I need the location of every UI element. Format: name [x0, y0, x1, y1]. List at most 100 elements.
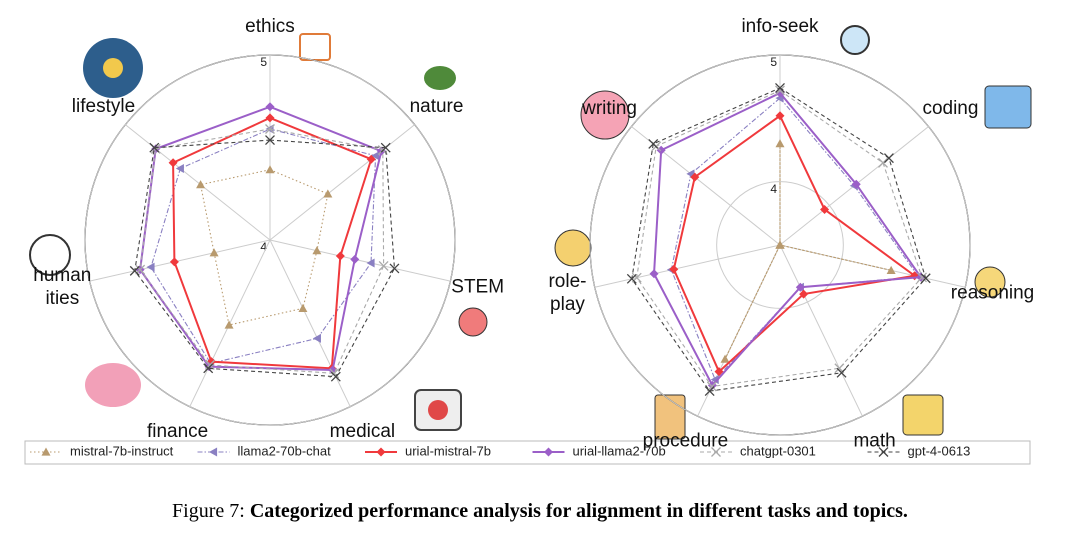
marker [883, 153, 894, 164]
legend-label: llama2-70b-chat [238, 443, 332, 458]
axis-label: STEM [451, 276, 504, 297]
r-tick-label: 5 [770, 55, 777, 69]
marker [704, 386, 715, 397]
legend-marker [711, 447, 721, 457]
marker [775, 85, 785, 96]
spoke [89, 239, 271, 282]
marker [196, 180, 206, 189]
caption: Figure 7: Categorized performance analys… [172, 500, 908, 522]
icon-stem [458, 307, 488, 337]
axis-label: coding [922, 98, 978, 119]
r-tick-label: 4 [770, 182, 777, 196]
caption-label: Figure 7: [172, 500, 245, 522]
marker [775, 240, 785, 249]
marker [298, 303, 308, 312]
marker [350, 254, 360, 264]
axis-label: nature [410, 96, 464, 117]
marker [209, 248, 219, 257]
marker [626, 273, 637, 284]
legend-marker [376, 447, 386, 457]
axis-label: procedure [643, 430, 729, 451]
marker [265, 165, 275, 174]
marker [690, 172, 700, 182]
legend-label: chatgpt-0301 [740, 443, 816, 458]
series-line [636, 89, 923, 388]
spoke [269, 239, 451, 282]
series-line [172, 116, 373, 370]
axis-label: role-play [548, 271, 586, 315]
spoke [594, 244, 781, 288]
icon-nature [424, 66, 456, 90]
marker [648, 138, 659, 149]
marker [795, 282, 805, 292]
marker [720, 354, 730, 363]
icon-humanities [29, 234, 71, 276]
marker [649, 269, 659, 279]
marker [656, 145, 666, 155]
icon-ethics [299, 33, 331, 61]
marker [265, 102, 275, 112]
icon-role-play [554, 229, 592, 267]
marker [917, 272, 927, 283]
axis-label: math [853, 430, 895, 451]
series-line [653, 91, 923, 388]
axis-label: writing [581, 98, 637, 119]
marker [224, 320, 234, 329]
series-line [139, 128, 385, 374]
marker [836, 367, 847, 378]
spoke [125, 124, 271, 241]
series-line [199, 169, 329, 326]
marker [330, 371, 341, 382]
marker [714, 367, 724, 377]
legend-label: mistral-7b-instruct [70, 443, 174, 458]
icon-math [902, 394, 944, 436]
legend-marker [209, 447, 218, 457]
marker [312, 333, 321, 343]
axis-label: finance [147, 421, 208, 442]
icons [29, 25, 1032, 440]
marker [265, 113, 275, 123]
series-line [672, 114, 918, 374]
marker [799, 289, 809, 299]
marker [669, 264, 679, 274]
axis-label: human ities [33, 265, 91, 309]
marker [149, 142, 160, 153]
marker [378, 260, 389, 271]
marker [168, 158, 178, 168]
marker [775, 139, 785, 148]
series-line [670, 97, 920, 381]
marker [335, 251, 345, 261]
axis-label: ethics [245, 16, 295, 37]
marker [129, 265, 140, 276]
marker [820, 204, 830, 214]
r-tick-label: 4 [260, 240, 267, 254]
marker [886, 265, 896, 274]
marker [175, 163, 184, 173]
icon-detail [103, 58, 123, 78]
legend-label: gpt-4-0613 [908, 443, 971, 458]
spoke [269, 124, 415, 241]
marker [371, 151, 380, 161]
axis-label: medical [330, 421, 395, 442]
marker [203, 363, 214, 374]
caption-text: Categorized performance analysis for ali… [250, 500, 908, 522]
marker [389, 263, 400, 274]
icon-procedure [654, 394, 686, 440]
legend-marker [544, 447, 553, 457]
icon-finance [85, 363, 141, 407]
axis-label: lifestyle [72, 96, 135, 117]
marker [920, 273, 931, 284]
marker [146, 262, 155, 272]
icon-reasoning [974, 266, 1006, 298]
marker [775, 111, 785, 121]
axis-label: reasoning [951, 283, 1034, 304]
marker [169, 257, 179, 267]
axis-label: info-seek [741, 16, 819, 37]
icon-detail [428, 400, 448, 420]
legend-label: urial-mistral-7b [405, 443, 491, 458]
legend-marker [878, 447, 889, 457]
icon-writing [580, 90, 630, 140]
series-line [134, 139, 396, 378]
marker [380, 142, 391, 153]
